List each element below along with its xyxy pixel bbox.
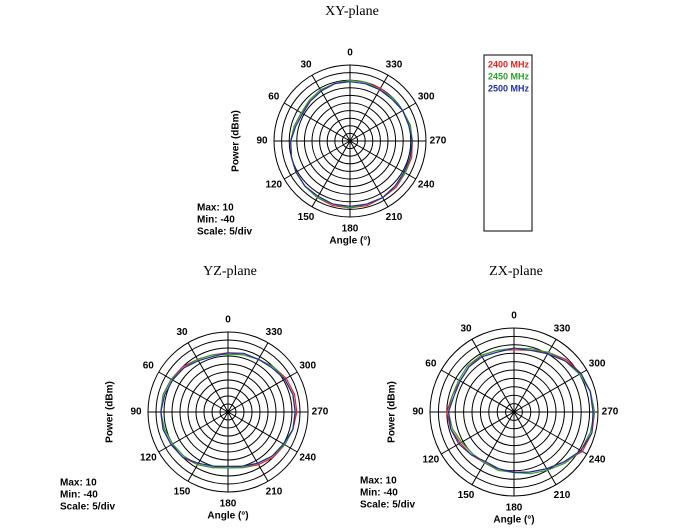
chart-title: XY-plane	[325, 4, 379, 19]
angle-tick-label: 240	[589, 455, 606, 466]
annotation: Max: 10	[60, 478, 97, 489]
annotation: Scale: 5/div	[360, 500, 415, 511]
angle-tick-label: 300	[589, 359, 606, 370]
grid-spoke	[349, 74, 389, 142]
grid-spoke	[187, 342, 229, 413]
polar-chart: YZ-plane 0 30 60 90 120 150 180 210 240 270 300 330 A…	[60, 264, 329, 521]
angle-tick-label: 0	[511, 311, 517, 322]
angle-tick-label: 330	[554, 324, 571, 335]
angle-tick-label: 300	[299, 361, 316, 372]
grid-spoke	[227, 371, 298, 413]
polar-chart: ZX-plane 0 30 60 90 120 150 180 210 240 270 300 330 A…	[360, 264, 619, 525]
angle-tick-label: 240	[418, 180, 435, 191]
angle-tick-label: 60	[268, 92, 280, 103]
angle-tick-label: 330	[386, 59, 403, 70]
grid-spoke	[283, 140, 351, 180]
angle-tick-label: 300	[418, 92, 435, 103]
series-line	[160, 352, 296, 468]
annotation: Min: -40	[60, 490, 98, 501]
grid-spoke	[158, 371, 229, 413]
angle-tick-label: 270	[312, 407, 329, 418]
x-axis-label: Angle (°)	[207, 511, 248, 522]
angle-tick-label: 270	[602, 407, 619, 418]
series-line	[290, 81, 413, 208]
angle-tick-label: 150	[174, 486, 191, 497]
angle-tick-label: 150	[298, 212, 315, 223]
angle-tick-label: 30	[460, 324, 472, 335]
grid-spoke	[513, 411, 587, 455]
grid-spoke	[158, 411, 229, 453]
angle-tick-label: 120	[140, 453, 157, 464]
grid-spoke	[513, 411, 557, 485]
grid-spoke	[227, 342, 269, 413]
grid-spoke	[311, 74, 351, 142]
legend-entry: 2500 MHz	[488, 83, 530, 93]
angle-tick-label: 30	[176, 327, 188, 338]
angle-tick-label: 90	[412, 407, 424, 418]
angle-tick-label: 270	[430, 136, 447, 147]
grid-spoke	[471, 411, 515, 485]
angle-tick-label: 150	[458, 490, 475, 501]
annotation: Max: 10	[197, 203, 234, 214]
angle-tick-label: 60	[143, 361, 155, 372]
y-axis-label: Power (dBm)	[387, 381, 398, 443]
angle-tick-label: 330	[266, 327, 283, 338]
angle-tick-label: 210	[554, 490, 571, 501]
grid-spoke	[513, 369, 587, 413]
x-axis-label: Angle (°)	[329, 236, 370, 247]
angle-tick-label: 240	[299, 453, 316, 464]
grid-spoke	[349, 140, 389, 208]
angle-tick-label: 180	[220, 499, 237, 510]
legend-entry: 2400 MHz	[488, 59, 530, 69]
x-axis-label: Angle (°)	[493, 515, 534, 526]
chart-title: YZ-plane	[203, 264, 257, 279]
annotation: Scale: 5/div	[60, 502, 115, 513]
grid-spoke	[349, 140, 417, 180]
grid-spoke	[227, 411, 298, 453]
angle-tick-label: 60	[425, 359, 437, 370]
grid-spoke	[441, 369, 515, 413]
angle-tick-label: 180	[506, 503, 523, 514]
chart-title: ZX-plane	[489, 264, 543, 279]
legend-box	[483, 54, 533, 232]
legend-entry: 2450 MHz	[488, 71, 530, 81]
grid-spoke	[349, 102, 417, 142]
angle-tick-label: 0	[225, 315, 231, 326]
angle-tick-label: 0	[347, 48, 353, 59]
y-axis-label: Power (dBm)	[231, 110, 242, 172]
annotation: Max: 10	[360, 476, 397, 487]
y-axis-label: Power (dBm)	[105, 381, 116, 443]
grid-spoke	[471, 339, 515, 413]
angle-tick-label: 120	[265, 180, 282, 191]
series-line	[447, 347, 594, 474]
grid-spoke	[187, 411, 229, 482]
angle-tick-label: 120	[423, 455, 440, 466]
angle-tick-label: 180	[342, 224, 359, 235]
angle-tick-label: 210	[386, 212, 403, 223]
grid-spoke	[283, 102, 351, 142]
grid-spoke	[311, 140, 351, 208]
grid-spoke	[441, 411, 515, 455]
annotation: Scale: 5/div	[197, 227, 252, 238]
polar-chart: XY-plane 0 30 60 90 120 150 180 210 240 270 300 330 A…	[197, 4, 533, 247]
grid-spoke	[227, 411, 269, 482]
annotation: Min: -40	[360, 488, 398, 499]
angle-tick-label: 90	[256, 136, 268, 147]
angle-tick-label: 90	[130, 407, 142, 418]
grid-spoke	[513, 339, 557, 413]
angle-tick-label: 210	[266, 486, 283, 497]
angle-tick-label: 30	[300, 59, 312, 70]
annotation: Min: -40	[197, 215, 235, 226]
